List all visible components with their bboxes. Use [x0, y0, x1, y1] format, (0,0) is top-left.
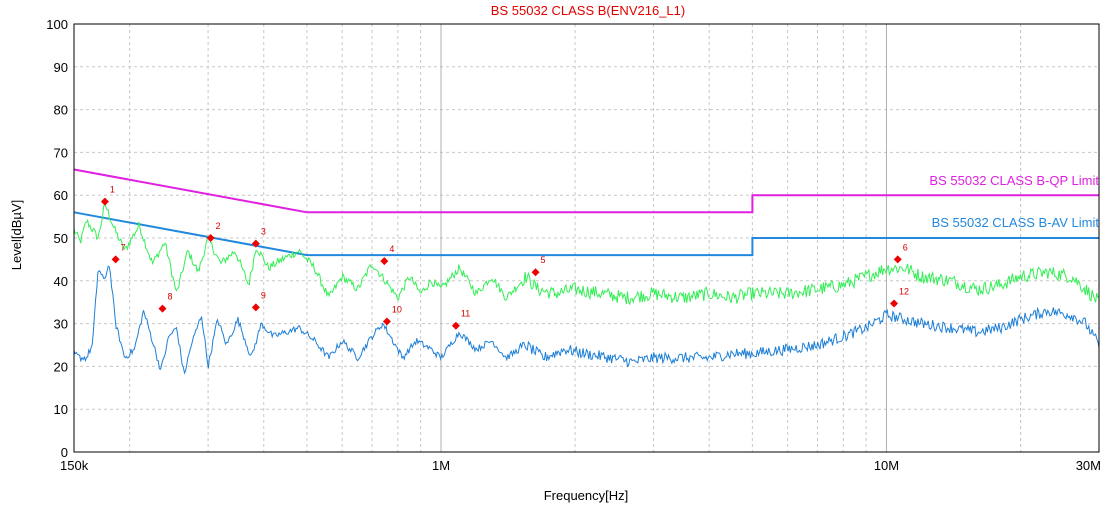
y-tick-label-0: 0: [61, 445, 68, 460]
marker-label-10: 10: [392, 304, 402, 314]
marker-6: [893, 255, 902, 264]
marker-label-9: 9: [261, 290, 266, 300]
y-axis-title: Level[dBµV]: [9, 200, 24, 270]
marker-label-11: 11: [461, 309, 470, 319]
x-tick-label-2: 10M: [874, 458, 899, 473]
x-tick-label-1: 1M: [432, 458, 450, 473]
marker-8: [158, 304, 167, 313]
marker-11: [451, 321, 460, 330]
qp-limit-label: BS 55032 CLASS B-QP Limit: [929, 173, 1099, 188]
marker-7: [111, 255, 120, 264]
y-tick-label-3: 30: [54, 317, 68, 332]
y-tick-labels: 0 10 20 30 40 50 60 70 80 90 100: [46, 17, 68, 460]
marker-label-7: 7: [121, 242, 126, 252]
marker-2: [206, 234, 215, 242]
x-tick-label-0: 150k: [60, 458, 89, 473]
measurement-traces: [73, 201, 1100, 375]
y-tick-label-7: 70: [54, 145, 68, 160]
marker-1: [100, 197, 109, 206]
y-tick-label-6: 60: [54, 188, 68, 203]
chart-title: BS 55032 CLASS B(ENV216_L1): [491, 3, 685, 18]
marker-label-2: 2: [216, 221, 221, 231]
marker-10: [382, 317, 391, 326]
marker-label-4: 4: [389, 244, 394, 254]
marker-label-8: 8: [167, 292, 172, 302]
marker-12: [890, 299, 899, 308]
y-tick-label-4: 40: [54, 274, 68, 289]
marker-label-5: 5: [541, 255, 546, 265]
x-tick-labels: 150k 1M 10M 30M: [60, 458, 1101, 473]
marker-label-3: 3: [261, 227, 266, 237]
y-tick-label-8: 80: [54, 103, 68, 118]
marker-label-12: 12: [899, 286, 909, 296]
x-axis-title: Frequency[Hz]: [544, 488, 629, 503]
marker-3: [251, 239, 260, 248]
marker-5: [531, 268, 540, 277]
marker-9: [251, 303, 260, 312]
limit-line-qp: [73, 168, 1099, 214]
trace-av: [73, 265, 1100, 375]
x-tick-label-3: 30M: [1076, 458, 1101, 473]
av-limit-label: BS 55032 CLASS B-AV Limit: [932, 215, 1100, 230]
marker-label-6: 6: [903, 242, 908, 252]
marker-4: [380, 257, 389, 266]
plot-frame: [73, 23, 1100, 453]
y-tick-label-9: 90: [54, 60, 68, 75]
y-tick-label-1: 10: [54, 402, 68, 417]
y-tick-label-5: 50: [54, 231, 68, 246]
trace-qp: [73, 201, 1100, 306]
marker-label-1: 1: [110, 185, 115, 195]
y-tick-label-2: 20: [54, 359, 68, 374]
limit-line-av: [73, 211, 1099, 257]
limit-lines: [73, 168, 1099, 257]
y-tick-label-10: 100: [46, 17, 68, 32]
